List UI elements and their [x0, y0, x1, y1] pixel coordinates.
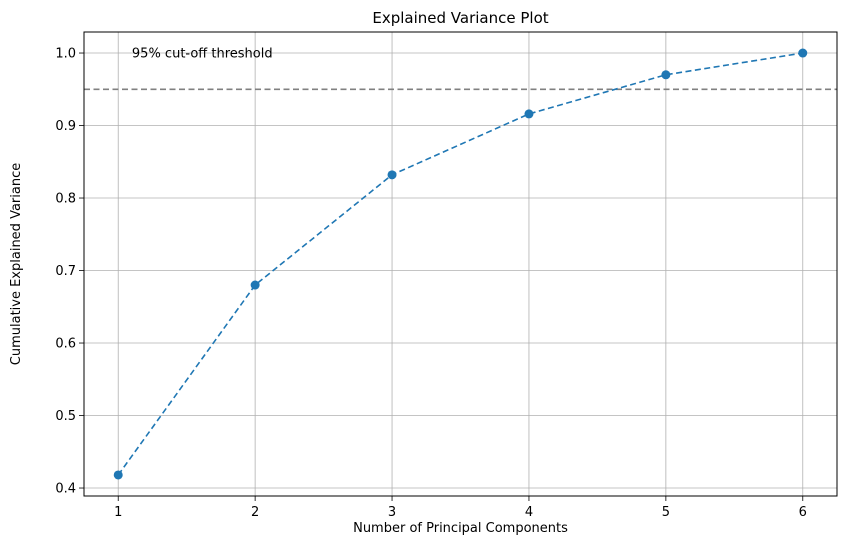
- grid: [84, 32, 837, 496]
- threshold-annotation: 95% cut-off threshold: [132, 47, 273, 62]
- y-tick-label: 1.0: [55, 47, 76, 62]
- y-tick-label: 0.8: [55, 192, 76, 207]
- y-tick-label: 0.4: [55, 482, 76, 497]
- y-tick-label: 0.7: [55, 264, 76, 279]
- series: [113, 48, 808, 480]
- y-axis-label: Cumulative Explained Variance: [9, 163, 24, 365]
- x-tick-label: 4: [525, 505, 533, 520]
- chart-title: Explained Variance Plot: [372, 9, 548, 27]
- y-tick-label: 0.6: [55, 337, 76, 352]
- data-point: [250, 280, 260, 290]
- y-tick-label: 0.5: [55, 409, 76, 424]
- data-point: [387, 170, 397, 180]
- x-tick-label: 6: [799, 505, 807, 520]
- data-point: [661, 70, 671, 80]
- x-axis-label: Number of Principal Components: [353, 521, 568, 536]
- series-line: [117, 52, 803, 476]
- y-tick-label: 0.9: [55, 119, 76, 134]
- data-point: [798, 48, 808, 58]
- x-tick-label: 1: [114, 505, 122, 520]
- ticks: 1 2 3 4 5 6 0.4 0.5 0.6 0.7 0.8 0.9 1.0: [55, 47, 807, 520]
- plot-frame: [83, 31, 838, 497]
- x-tick-label: 5: [662, 505, 670, 520]
- data-point: [113, 470, 123, 480]
- x-tick-label: 2: [251, 505, 259, 520]
- x-tick-label: 3: [388, 505, 396, 520]
- data-point: [524, 109, 534, 119]
